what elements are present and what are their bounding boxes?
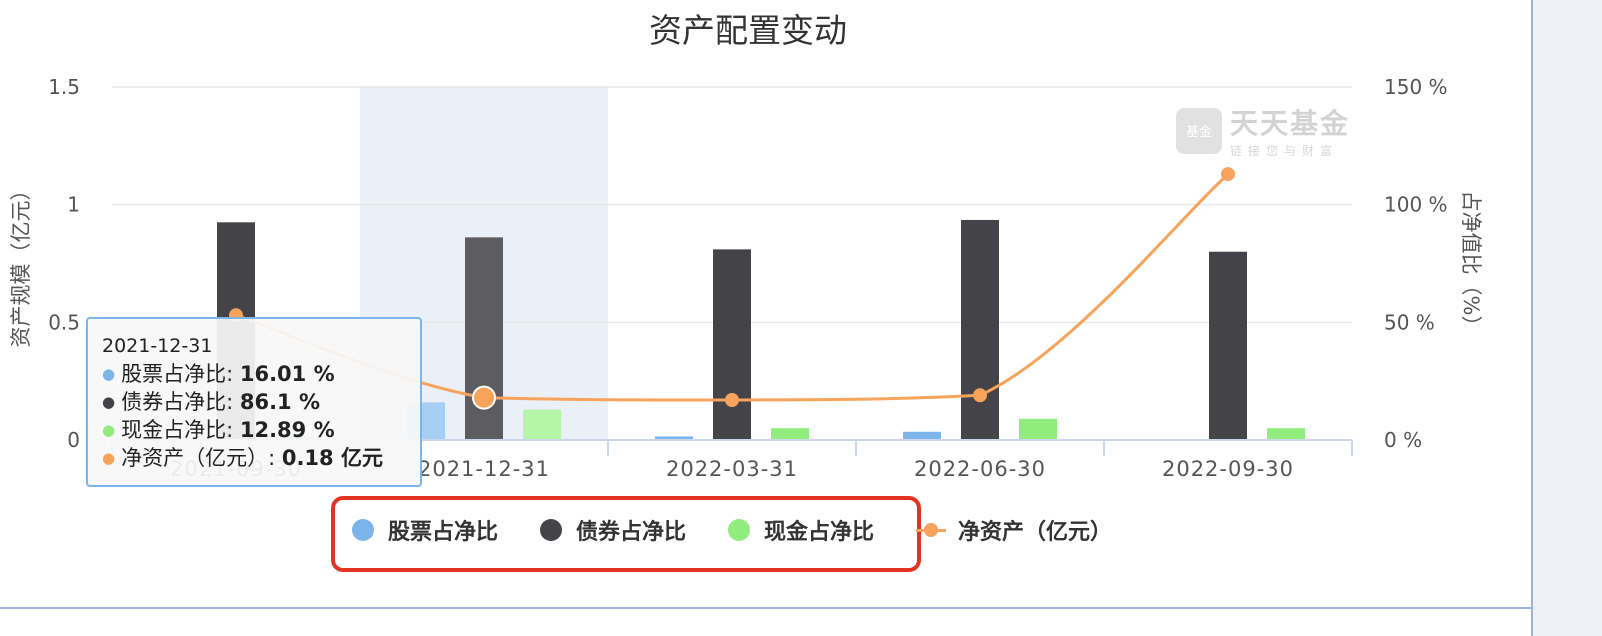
y2-tick-label: 0 % <box>1384 428 1422 452</box>
bar-cash <box>1019 418 1057 440</box>
x-tick-label: 2022-03-31 <box>666 457 798 481</box>
legend-marker-bond <box>540 519 563 541</box>
tooltip-label: 债券占净比: <box>121 390 240 414</box>
tooltip-row-bond: ● 债券占净比: 86.1 % <box>102 388 420 416</box>
legend-item-bond[interactable]: 债券占净比 <box>540 514 686 546</box>
tooltip-label: 现金占净比: <box>121 418 240 442</box>
legend-item-net-asset[interactable]: 净资产（亿元） <box>916 514 1112 546</box>
tooltip-value: 12.89 % <box>239 418 335 442</box>
watermark-logo: 基金 天天基金 链接您与财富 <box>1176 102 1350 159</box>
bar-cash <box>771 428 809 440</box>
chart-tooltip: 2021-12-31 ● 股票占净比: 16.01 % ● 债券占净比: 86.1 … <box>86 317 422 487</box>
tooltip-row-cash: ● 现金占净比: 12.89 % <box>102 416 420 444</box>
legend-label: 现金占净比 <box>764 520 875 545</box>
legend-item-stock[interactable]: 股票占净比 <box>352 514 498 546</box>
tooltip-dot-net-asset: ● <box>102 449 116 467</box>
bar-stock <box>903 431 941 440</box>
y-tick-label: 0.5 <box>48 310 80 334</box>
x-tick-label: 2022-09-30 <box>1162 457 1294 481</box>
legend-label: 股票占净比 <box>388 520 499 545</box>
legend-marker-net-asset <box>916 522 947 537</box>
watermark-badge: 基金 <box>1176 107 1222 154</box>
y-axis-title: 资产规模（亿元） <box>9 180 33 348</box>
legend-item-cash[interactable]: 现金占净比 <box>728 514 874 546</box>
y2-tick-label: 50 % <box>1384 310 1435 334</box>
y-tick-label: 1.5 <box>48 75 80 99</box>
x-tick-label: 2021-12-31 <box>418 457 550 481</box>
net-asset-point <box>725 392 739 407</box>
tooltip-row-stock: ● 股票占净比: 16.01 % <box>102 360 420 388</box>
watermark-slogan: 链接您与财富 <box>1230 144 1339 158</box>
right-panel-edge <box>1532 0 1602 636</box>
legend-marker-stock <box>352 519 374 541</box>
chart-legend: 股票占净比 债券占净比 现金占净比 净资产（亿元） <box>352 513 1154 547</box>
tooltip-label: 股票占净比: <box>121 362 240 386</box>
right-panel-border <box>1531 0 1533 636</box>
y-tick-label: 1 <box>67 193 80 217</box>
tooltip-label: 净资产（亿元）: <box>121 446 282 470</box>
net-asset-point <box>973 388 987 403</box>
tooltip-value: 86.1 % <box>239 390 321 414</box>
tooltip-value: 0.18 亿元 <box>281 446 383 470</box>
y2-axis-title: 占净值比（%） <box>1459 191 1483 337</box>
legend-highlight-frame <box>331 496 921 572</box>
bar-cash <box>1267 428 1305 440</box>
bar-bond <box>713 249 751 440</box>
y2-tick-label: 150 % <box>1384 75 1448 99</box>
tooltip-dot-stock: ● <box>102 365 116 383</box>
tooltip-dot-bond: ● <box>102 393 116 411</box>
tooltip-row-net-asset: ● 净资产（亿元）: 0.18 亿元 <box>102 444 420 472</box>
net-asset-point <box>1221 167 1235 182</box>
bottom-panel-border <box>0 607 1532 609</box>
tooltip-date: 2021-12-31 <box>102 335 213 357</box>
net-asset-point <box>472 385 496 410</box>
bar-stock <box>655 436 693 440</box>
legend-label: 净资产（亿元） <box>958 520 1113 545</box>
y-tick-label: 0 <box>67 428 80 452</box>
bar-bond <box>1209 251 1247 440</box>
y2-tick-label: 100 % <box>1384 193 1448 217</box>
bar-bond <box>961 219 999 440</box>
legend-label: 债券占净比 <box>576 520 687 545</box>
x-tick-label: 2022-06-30 <box>914 457 1046 481</box>
legend-marker-cash <box>728 519 751 541</box>
chart-title: 资产配置变动 <box>649 11 847 50</box>
tooltip-dot-cash: ● <box>102 421 116 439</box>
watermark-name: 天天基金 <box>1230 107 1351 140</box>
bar-cash <box>523 409 561 440</box>
tooltip-value: 16.01 % <box>239 362 335 386</box>
